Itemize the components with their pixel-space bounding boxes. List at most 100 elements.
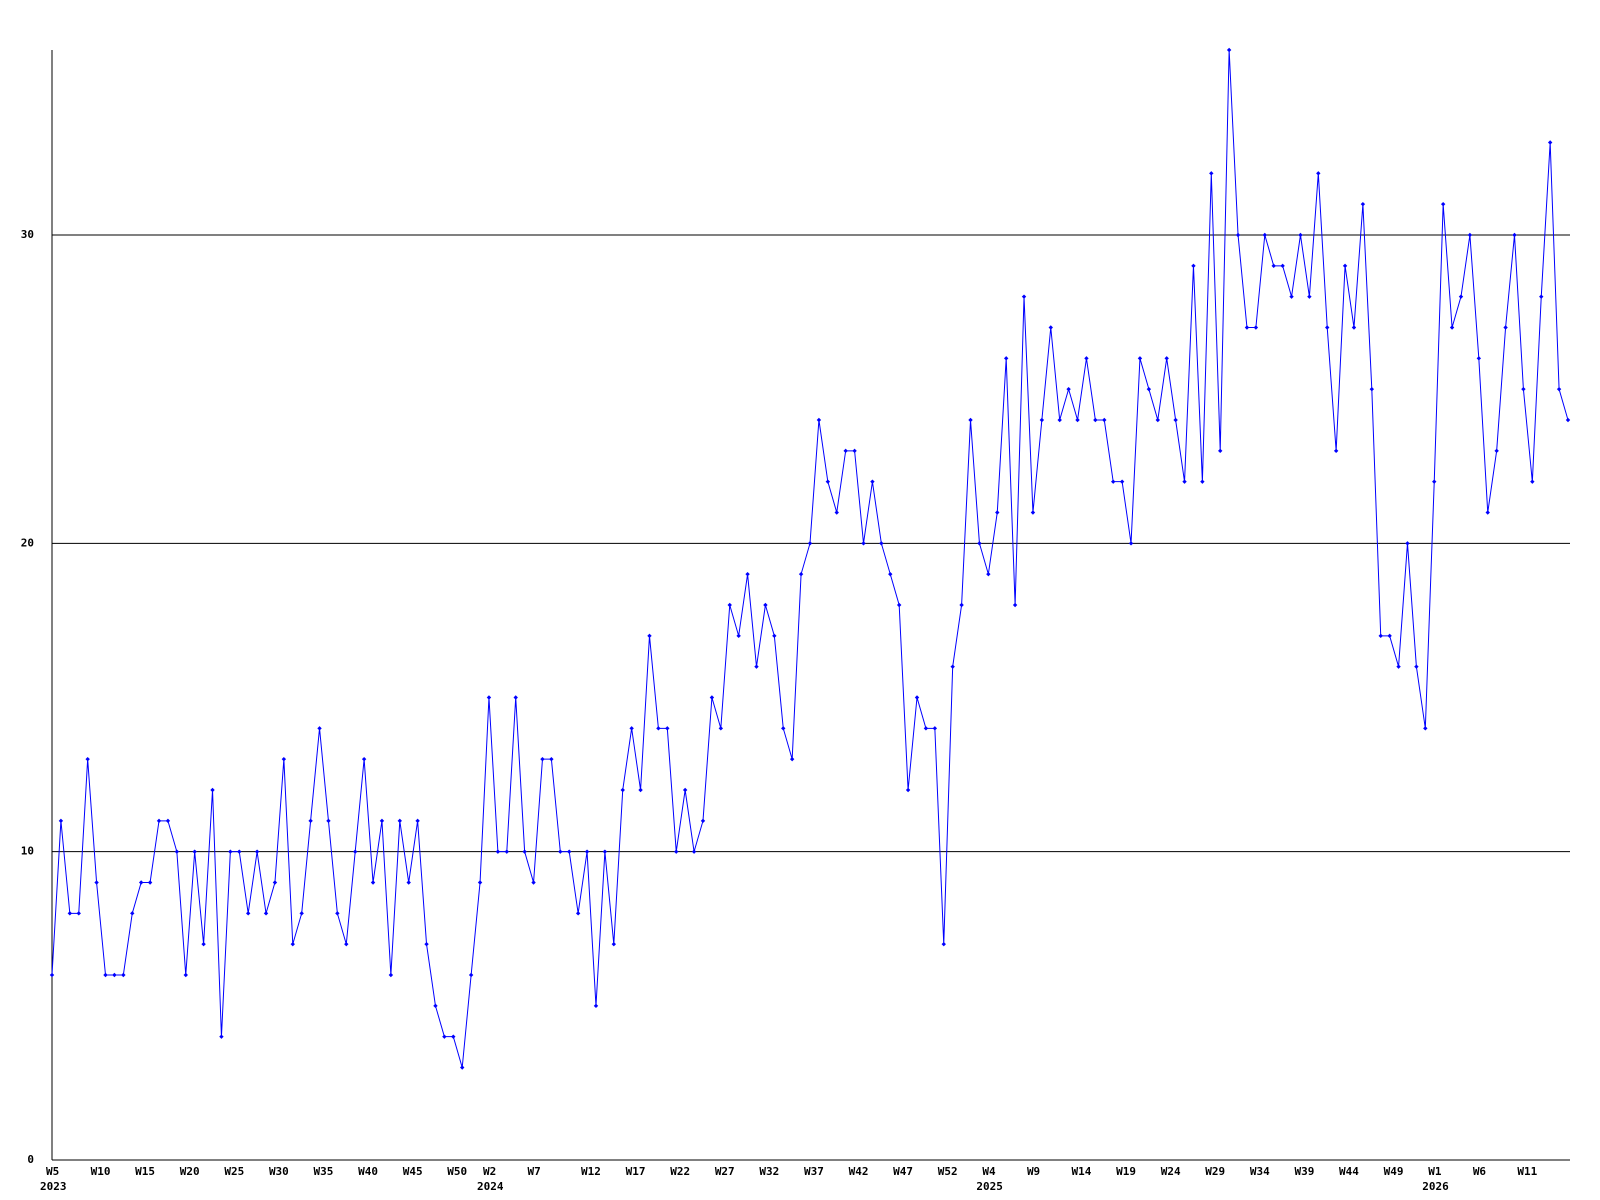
data-point <box>308 818 313 824</box>
data-point <box>58 818 64 824</box>
x-tick-label: W29 <box>1205 1165 1225 1178</box>
data-point <box>629 726 634 731</box>
data-point <box>1556 386 1562 392</box>
x-tick-label: W44 <box>1339 1165 1359 1178</box>
data-point <box>1342 263 1348 269</box>
data-point <box>763 602 768 608</box>
data-point <box>1244 325 1250 330</box>
data-point <box>1066 386 1071 392</box>
data-point <box>1298 232 1303 238</box>
data-point <box>1396 664 1401 669</box>
x-tick-label: W15 <box>135 1165 155 1178</box>
data-point <box>745 571 750 577</box>
data-point <box>272 880 278 885</box>
data-point <box>656 726 661 731</box>
data-point <box>1369 386 1375 392</box>
data-point <box>94 880 99 885</box>
data-point <box>486 695 492 700</box>
data-point <box>85 756 90 762</box>
data-point <box>1449 325 1455 330</box>
data-point <box>986 571 991 577</box>
data-point <box>468 972 474 978</box>
x-tick-label: W12 <box>581 1165 601 1178</box>
data-point <box>317 726 322 731</box>
data-point <box>192 849 197 854</box>
data-point <box>1280 263 1285 269</box>
data-point <box>1271 263 1276 269</box>
data-point <box>183 972 188 978</box>
data-point <box>1565 417 1571 423</box>
x-tick-label: W27 <box>715 1165 735 1178</box>
x-tick-label: W11 <box>1517 1165 1537 1178</box>
data-point <box>424 941 429 947</box>
data-point <box>665 726 670 731</box>
data-point <box>263 911 269 916</box>
data-point <box>888 571 893 577</box>
data-point <box>798 571 804 577</box>
data-point <box>1333 448 1339 454</box>
data-point <box>1164 356 1169 361</box>
x-tick-label: W37 <box>804 1165 824 1178</box>
data-point <box>1289 294 1294 299</box>
data-point <box>727 602 732 608</box>
data-point <box>361 756 367 762</box>
data-point <box>165 818 171 824</box>
data-point <box>219 1034 224 1039</box>
data-point <box>1414 664 1419 669</box>
x-year-label: 2025 <box>976 1180 1003 1193</box>
data-point <box>718 726 724 731</box>
data-point <box>1467 232 1473 238</box>
data-point <box>326 818 331 824</box>
data-point <box>861 541 866 546</box>
data-point <box>201 941 206 947</box>
data-point <box>977 541 982 546</box>
data-point <box>540 756 545 762</box>
data-point <box>1503 325 1508 330</box>
data-point <box>781 726 786 731</box>
data-point <box>1351 325 1357 330</box>
data-point <box>638 787 643 793</box>
data-point <box>245 911 251 916</box>
data-point <box>415 818 420 824</box>
x-tick-label: W39 <box>1294 1165 1314 1178</box>
data-point <box>852 448 857 454</box>
data-point <box>905 787 911 793</box>
data-point <box>451 1034 456 1039</box>
x-tick-label: W19 <box>1116 1165 1136 1178</box>
data-point <box>254 849 260 854</box>
data-point <box>513 695 518 700</box>
data-point <box>968 417 973 423</box>
data-point <box>932 726 938 731</box>
data-point <box>1458 294 1464 299</box>
data-point <box>584 849 590 854</box>
data-point <box>397 818 402 824</box>
x-tick-label: W5 <box>46 1165 59 1178</box>
data-point <box>549 756 554 762</box>
x-tick-label: W34 <box>1250 1165 1270 1178</box>
data-point <box>1030 510 1036 515</box>
x-tick-label: W2 <box>483 1165 496 1178</box>
x-tick-label: W42 <box>849 1165 869 1178</box>
data-point <box>1191 263 1196 269</box>
x-tick-label: W47 <box>893 1165 913 1178</box>
data-point <box>1102 417 1107 423</box>
y-tick-label: 0 <box>27 1153 34 1166</box>
data-point <box>691 849 697 854</box>
data-point <box>121 972 126 978</box>
data-point <box>941 941 946 947</box>
data-point <box>1084 356 1089 361</box>
data-point <box>477 880 483 885</box>
x-tick-label: W30 <box>269 1165 289 1178</box>
data-point <box>825 479 831 484</box>
y-tick-label: 30 <box>21 228 34 241</box>
data-point <box>593 1003 599 1009</box>
x-tick-label: W35 <box>314 1165 334 1178</box>
data-point <box>1494 448 1499 454</box>
data-point <box>1440 201 1446 207</box>
x-tick-label: W25 <box>224 1165 244 1178</box>
data-point <box>674 849 679 854</box>
data-point <box>103 972 108 978</box>
data-point <box>1521 386 1526 392</box>
data-point <box>1405 541 1410 546</box>
